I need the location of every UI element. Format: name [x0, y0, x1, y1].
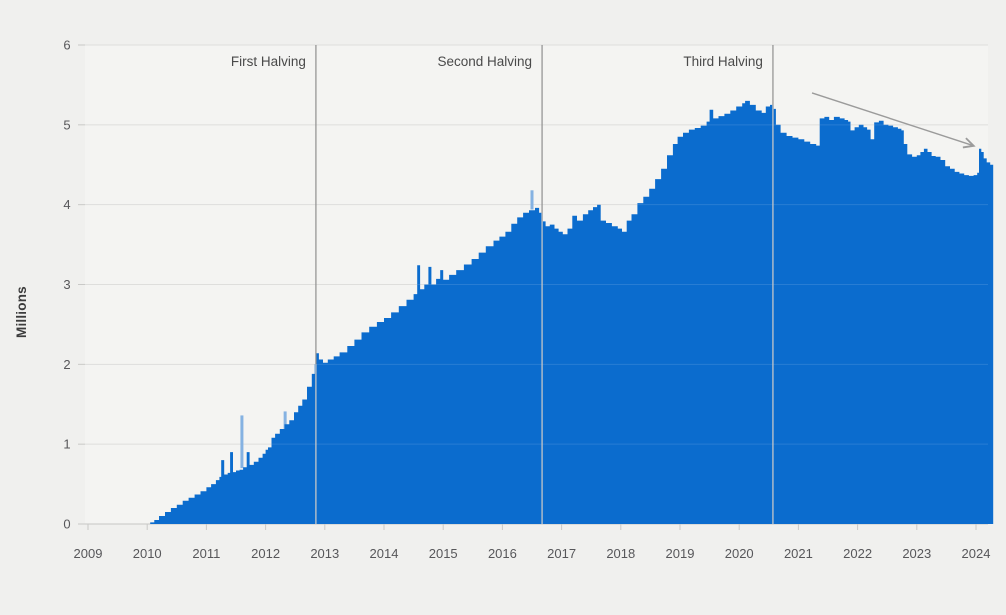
x-tick-label-2018: 2018: [606, 546, 635, 561]
x-tick-label-2009: 2009: [74, 546, 103, 561]
y-tick-label-3: 3: [63, 277, 70, 292]
downtrend-arrow: [811, 92, 973, 146]
x-tick-label-2020: 2020: [725, 546, 754, 561]
x-tick-label-2011: 2011: [192, 546, 220, 561]
x-tick-label-2015: 2015: [429, 546, 458, 561]
x-tick-label-2019: 2019: [666, 546, 695, 561]
x-tick-label-2016: 2016: [488, 546, 517, 561]
halving-label-1: First Halving: [231, 54, 306, 69]
x-tick-label-2022: 2022: [843, 546, 872, 561]
x-tick-label-2014: 2014: [370, 546, 399, 561]
light-spike-2: [530, 190, 534, 210]
x-tick-label-2023: 2023: [902, 546, 931, 561]
x-tick-label-2021: 2021: [784, 546, 813, 561]
x-tick-label-2017: 2017: [547, 546, 576, 561]
y-tick-label-2: 2: [63, 357, 70, 372]
x-tick-label-2010: 2010: [133, 546, 162, 561]
halving-label-3: Third Halving: [683, 54, 763, 69]
x-tick-label-2013: 2013: [310, 546, 339, 561]
y-axis-title: Millions: [14, 286, 29, 338]
y-tick-label-0: 0: [63, 517, 70, 532]
y-tick-label-5: 5: [63, 117, 70, 132]
y-tick-label-1: 1: [63, 437, 70, 452]
y-tick-label-6: 6: [63, 38, 70, 53]
light-spike-1: [283, 411, 287, 437]
x-tick-label-2024: 2024: [962, 546, 991, 561]
y-tick-label-4: 4: [63, 197, 70, 212]
light-spike-0: [240, 415, 244, 469]
halving-label-2: Second Halving: [438, 54, 533, 69]
x-tick-label-2012: 2012: [251, 546, 280, 561]
area-series: [150, 100, 994, 525]
